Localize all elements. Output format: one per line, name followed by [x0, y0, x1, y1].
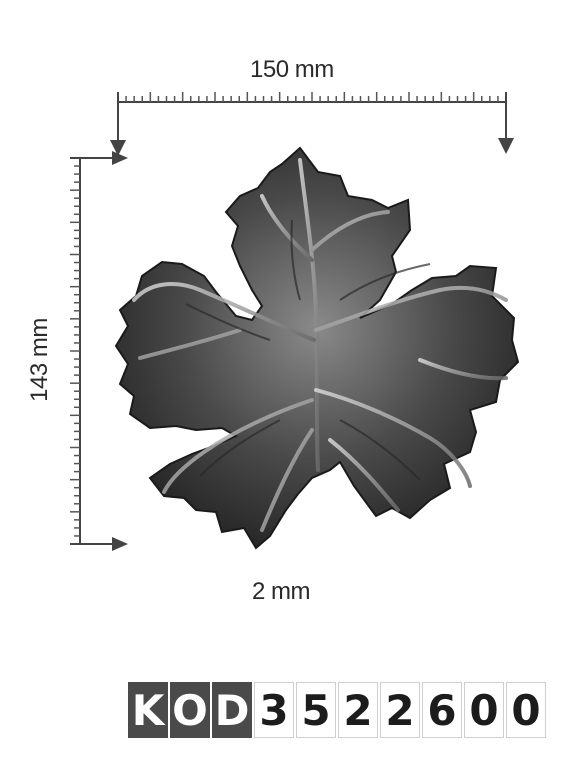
code-digit: 0 — [506, 682, 546, 738]
code-prefix-letter: K — [128, 682, 168, 738]
code-digit: 0 — [464, 682, 504, 738]
right-arrow-icon — [112, 151, 128, 165]
down-arrow-icon — [498, 138, 514, 154]
thickness-dimension-label: 2 mm — [252, 578, 311, 605]
code-digit: 2 — [338, 682, 378, 738]
height-ruler — [70, 151, 128, 551]
leaf-icon — [114, 146, 520, 550]
code-digit: 6 — [422, 682, 462, 738]
height-dimension-label: 143 mm — [26, 318, 53, 402]
down-arrow-icon — [110, 140, 126, 156]
code-digit: 3 — [254, 682, 294, 738]
code-prefix-letter: D — [212, 682, 252, 738]
code-digit: 2 — [380, 682, 420, 738]
code-digit: 5 — [296, 682, 336, 738]
width-dimension-label: 150 mm — [250, 56, 334, 83]
code-prefix-letter: O — [170, 682, 210, 738]
product-code: K O D 3 5 2 2 6 0 0 — [128, 682, 546, 740]
width-ruler — [110, 92, 514, 156]
right-arrow-icon — [112, 537, 128, 551]
